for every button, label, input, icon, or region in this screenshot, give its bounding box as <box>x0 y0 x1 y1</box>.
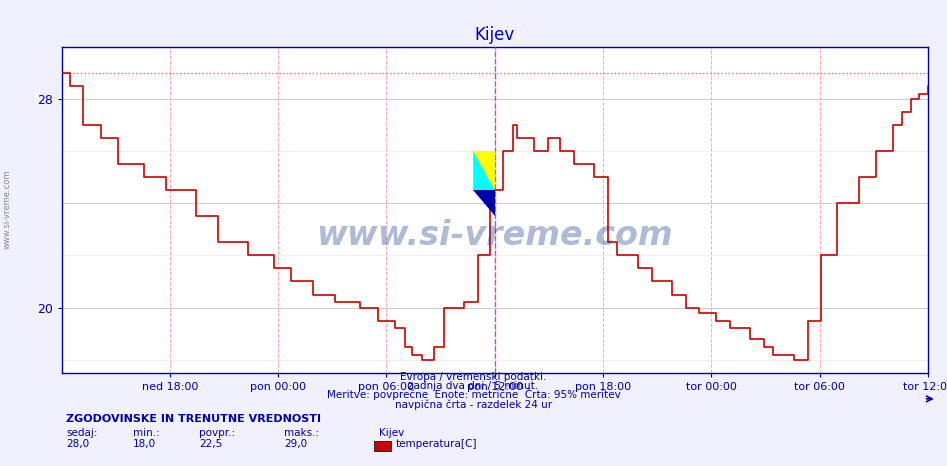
Text: ZGODOVINSKE IN TRENUTNE VREDNOSTI: ZGODOVINSKE IN TRENUTNE VREDNOSTI <box>66 414 321 424</box>
Polygon shape <box>474 151 495 190</box>
Text: sedaj:: sedaj: <box>66 428 98 438</box>
Text: povpr.:: povpr.: <box>199 428 235 438</box>
Text: Evropa / vremenski podatki.: Evropa / vremenski podatki. <box>401 372 546 382</box>
Text: 18,0: 18,0 <box>133 439 155 449</box>
Title: Kijev: Kijev <box>474 26 515 44</box>
Text: maks.:: maks.: <box>284 428 319 438</box>
Text: www.si-vreme.com: www.si-vreme.com <box>316 219 673 252</box>
Text: Meritve: povprečne  Enote: metrične  Črta: 95% meritev: Meritve: povprečne Enote: metrične Črta:… <box>327 389 620 400</box>
Text: zadnja dva dni / 5 minut.: zadnja dva dni / 5 minut. <box>408 381 539 391</box>
Text: 22,5: 22,5 <box>199 439 223 449</box>
Text: 29,0: 29,0 <box>284 439 307 449</box>
Text: navpična črta - razdelek 24 ur: navpična črta - razdelek 24 ur <box>395 399 552 410</box>
Text: Kijev: Kijev <box>379 428 404 438</box>
Text: www.si-vreme.com: www.si-vreme.com <box>3 170 12 249</box>
Text: 28,0: 28,0 <box>66 439 89 449</box>
Polygon shape <box>474 190 495 216</box>
Text: temperatura[C]: temperatura[C] <box>396 439 477 449</box>
Text: min.:: min.: <box>133 428 159 438</box>
Polygon shape <box>474 151 495 190</box>
